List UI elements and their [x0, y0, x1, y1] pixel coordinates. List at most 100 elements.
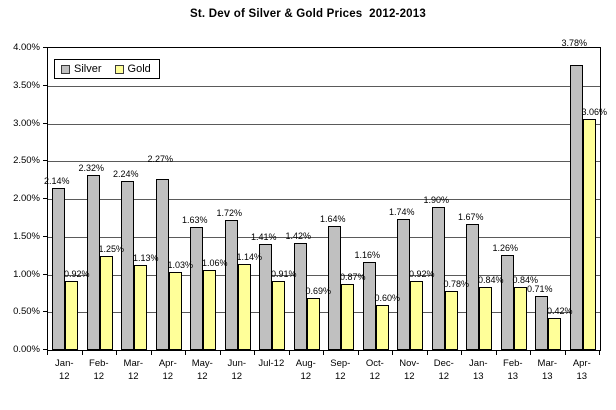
gold-bar [444, 291, 458, 350]
data-label-gold: 0.92% [64, 269, 90, 279]
data-label-silver: 1.74% [389, 207, 415, 217]
chart-title: St. Dev of Silver & Gold Prices 2012-201… [190, 8, 426, 20]
gold-bar [203, 270, 217, 350]
silver-bar [535, 296, 549, 350]
silver-bar [155, 179, 169, 350]
x-axis-label: May- 12 [191, 358, 213, 382]
x-axis-tick [185, 351, 186, 355]
data-label-silver: 1.42% [285, 231, 312, 241]
data-label-silver: 3.78% [561, 38, 588, 48]
y-axis-tick [43, 47, 47, 48]
gold-bar [65, 281, 79, 350]
gold-bar [513, 287, 527, 350]
data-label-silver: 1.63% [182, 215, 208, 225]
gridline [48, 237, 600, 238]
data-label-silver: 1.16% [354, 250, 381, 260]
x-axis-label: Jan- 12 [55, 358, 74, 382]
x-axis-label: Nov- 12 [399, 358, 420, 382]
x-axis-tick [530, 351, 531, 355]
y-axis-tick-label: 0.50% [13, 306, 40, 317]
x-axis-label: Oct- 12 [365, 358, 384, 382]
gold-bar [168, 272, 182, 350]
data-label-gold: 0.78% [443, 279, 470, 289]
data-label-silver: 2.27% [147, 154, 174, 164]
data-label-silver: 1.90% [423, 195, 450, 205]
y-axis-tick [43, 123, 47, 124]
legend-item-gold: Gold [114, 63, 151, 75]
y-axis-tick [43, 349, 47, 350]
gold-bar [479, 287, 493, 350]
x-axis-label: Mar- 13 [537, 358, 558, 382]
silver-bar [52, 188, 66, 350]
gridline [48, 275, 600, 276]
silver-bar [328, 226, 342, 350]
x-axis-tick [461, 351, 462, 355]
x-axis-tick [565, 351, 566, 355]
gold-swatch-icon [114, 64, 124, 74]
x-axis-label: Feb- 12 [89, 358, 109, 382]
data-label-silver: 1.72% [216, 208, 243, 218]
silver-bar [86, 175, 100, 350]
x-axis-tick [116, 351, 117, 355]
data-label-gold: 1.25% [98, 244, 125, 254]
x-axis-label: Sep- 12 [330, 358, 351, 382]
x-axis-label: Feb- 13 [503, 358, 523, 382]
legend-item-silver: Silver [61, 63, 102, 75]
gridline [48, 86, 600, 87]
data-label-gold: 3.06% [581, 107, 608, 117]
legend: Silver Gold [54, 59, 160, 79]
x-axis-label: Dec- 12 [433, 358, 454, 382]
silver-bar [259, 244, 273, 350]
data-label-silver: 2.24% [113, 169, 139, 179]
legend-label-silver: Silver [74, 63, 102, 75]
gridline [48, 124, 600, 125]
x-axis-tick [254, 351, 255, 355]
gridline [48, 161, 600, 162]
data-label-silver: 1.41% [251, 232, 277, 242]
silver-bar [121, 181, 135, 350]
gold-bar [582, 119, 596, 350]
y-axis-tick-label: 2.00% [13, 193, 40, 204]
silver-swatch-icon [61, 64, 70, 74]
y-axis-tick-label: 1.00% [13, 269, 40, 280]
gold-bar [410, 281, 424, 350]
gridline [48, 199, 600, 200]
gridline [48, 312, 600, 313]
x-axis-label: Mar- 12 [123, 358, 144, 382]
data-label-gold: 0.91% [271, 269, 297, 279]
data-label-gold: 1.03% [167, 260, 194, 270]
gold-bar [548, 318, 562, 350]
silver-bar [293, 243, 307, 350]
gold-bar [99, 256, 113, 350]
silver-bar [569, 65, 583, 350]
data-label-gold: 0.87% [340, 272, 366, 282]
y-axis-tick [43, 311, 47, 312]
gold-bar [341, 284, 355, 350]
silver-bar [500, 255, 514, 350]
gold-bar [272, 281, 286, 350]
y-axis-tick [43, 85, 47, 86]
y-axis-tick-label: 3.50% [13, 80, 40, 91]
y-axis-tick-label: 0.00% [13, 344, 40, 355]
data-label-gold: 1.13% [133, 253, 159, 263]
silver-bar [431, 207, 445, 350]
data-label-silver: 1.67% [458, 212, 484, 222]
data-label-silver: 1.64% [320, 214, 346, 224]
plot-area: Silver Gold 2.14% 2.32% 2.24% 2.27% 1.63% 1.7… [44, 38, 607, 351]
data-label-gold: 1.14% [236, 252, 263, 262]
x-axis-tick [496, 351, 497, 355]
x-axis-tick [47, 351, 48, 355]
y-axis-tick [43, 236, 47, 237]
x-axis-tick [82, 351, 83, 355]
y-axis-tick-label: 1.50% [13, 231, 40, 242]
data-label-silver: 2.14% [44, 176, 70, 186]
gold-bar [306, 298, 320, 350]
data-label-gold: 0.42% [547, 306, 573, 316]
data-label-silver: 2.32% [78, 163, 105, 173]
data-label-gold: 0.92% [409, 269, 435, 279]
silver-bar [224, 220, 238, 350]
x-axis-label: Aug- 12 [295, 358, 316, 382]
x-axis-label: Jul-12 [258, 358, 285, 369]
x-axis-tick [358, 351, 359, 355]
